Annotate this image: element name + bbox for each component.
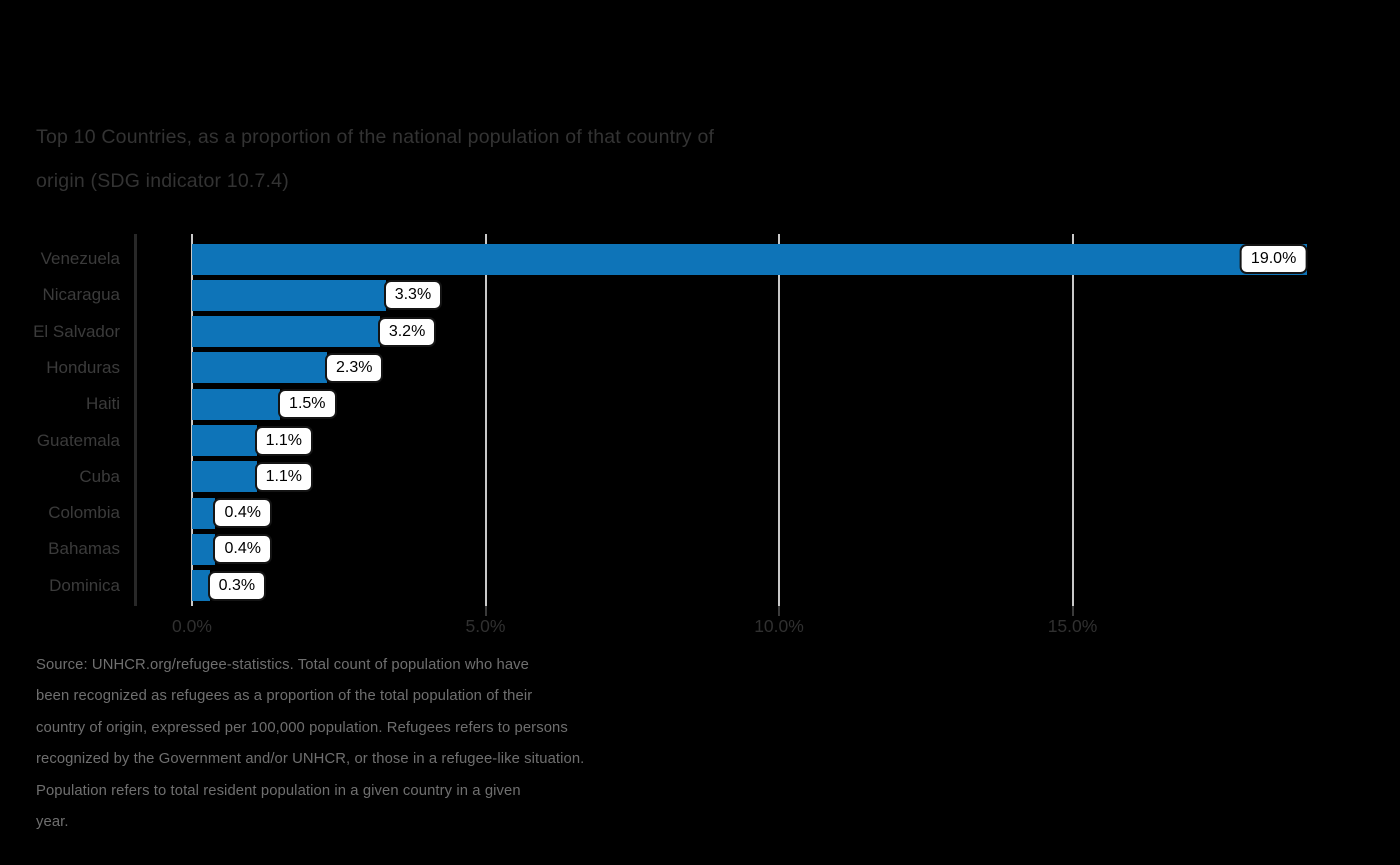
gridline-0.0% <box>191 234 193 606</box>
chart-title-line2: origin (SDG indicator 10.7.4) <box>36 169 289 192</box>
source-note-line: Population refers to total resident popu… <box>36 782 521 799</box>
value-label-honduras: 2.3% <box>325 352 384 383</box>
source-note: Source: UNHCR.org/refugee-statistics. To… <box>36 650 584 838</box>
y-axis-label-haiti: Haiti <box>85 394 120 414</box>
x-axis-tick-label: 10.0% <box>754 616 804 636</box>
value-label-nicaragua: 3.3% <box>383 280 443 311</box>
value-label-dominica: 0.3% <box>207 570 267 601</box>
bar-chart-plot-area: 19.0% 3.3% 3.2% 2.3% 1.5% 1.1% 1.1% 0.4% 0.4% 0.3… <box>191 234 1320 616</box>
source-note-line: Source: UNHCR.org/refugee-statistics. To… <box>36 657 530 673</box>
bar-el-salvador <box>192 316 380 348</box>
gridline-15.0% <box>1071 234 1074 606</box>
y-axis-label-venezuela: Venezuela <box>40 249 120 268</box>
y-axis-label-colombia: Colombia <box>48 503 120 523</box>
value-label-venezuela: 19.0% <box>1239 244 1308 274</box>
bar-haiti <box>192 388 281 420</box>
y-axis-label-nicaragua: Nicaragua <box>42 285 121 305</box>
bar-honduras <box>192 352 327 384</box>
x-axis-tick-label: 5.0% <box>465 616 506 636</box>
x-tick-mark-5.0% <box>484 606 487 616</box>
value-label-bahamas: 0.4% <box>213 534 272 565</box>
y-axis-label-bahamas: Bahamas <box>48 539 120 559</box>
chart-title-line1: Top 10 Countries, as a proportion of the… <box>36 126 715 148</box>
value-label-el-salvador: 3.2% <box>377 316 437 347</box>
chart-title: Top 10 Countries, as a proportion of the… <box>36 116 714 203</box>
value-label-colombia: 0.4% <box>213 498 272 529</box>
bar-cuba <box>192 461 257 493</box>
y-axis-label-honduras: Honduras <box>46 357 120 377</box>
bar-guatemala <box>192 425 257 456</box>
y-axis-label-el-salvador: El Salvador <box>33 321 120 341</box>
y-axis-label-guatemala: Guatemala <box>36 430 120 450</box>
value-label-haiti: 1.5% <box>278 389 337 420</box>
x-axis-tick-label: 15.0% <box>1047 616 1098 636</box>
value-label-cuba: 1.1% <box>254 461 314 492</box>
x-tick-mark-10.0% <box>778 606 780 616</box>
x-axis-tick-label: 0.0% <box>172 616 212 636</box>
bar-bahamas <box>192 533 216 565</box>
bar-venezuela <box>192 243 1308 275</box>
value-label-guatemala: 1.1% <box>254 425 314 456</box>
gridline-5.0% <box>484 234 487 606</box>
y-axis-label-dominica: Dominica <box>49 575 120 595</box>
bar-nicaragua <box>192 279 386 311</box>
source-note-line: been recognized as refugees as a proport… <box>36 688 533 705</box>
gridline-10.0% <box>778 234 780 606</box>
bar-colombia <box>192 497 216 529</box>
source-note-line: year. <box>36 814 69 831</box>
y-axis-line <box>134 234 137 606</box>
source-note-line: country of origin, expressed per 100,000… <box>36 719 568 736</box>
y-axis-label-cuba: Cuba <box>79 466 120 486</box>
x-tick-mark-15.0% <box>1071 606 1074 616</box>
bar-dominica <box>192 570 210 602</box>
source-note-line: recognized by the Government and/or UNHC… <box>36 751 585 768</box>
